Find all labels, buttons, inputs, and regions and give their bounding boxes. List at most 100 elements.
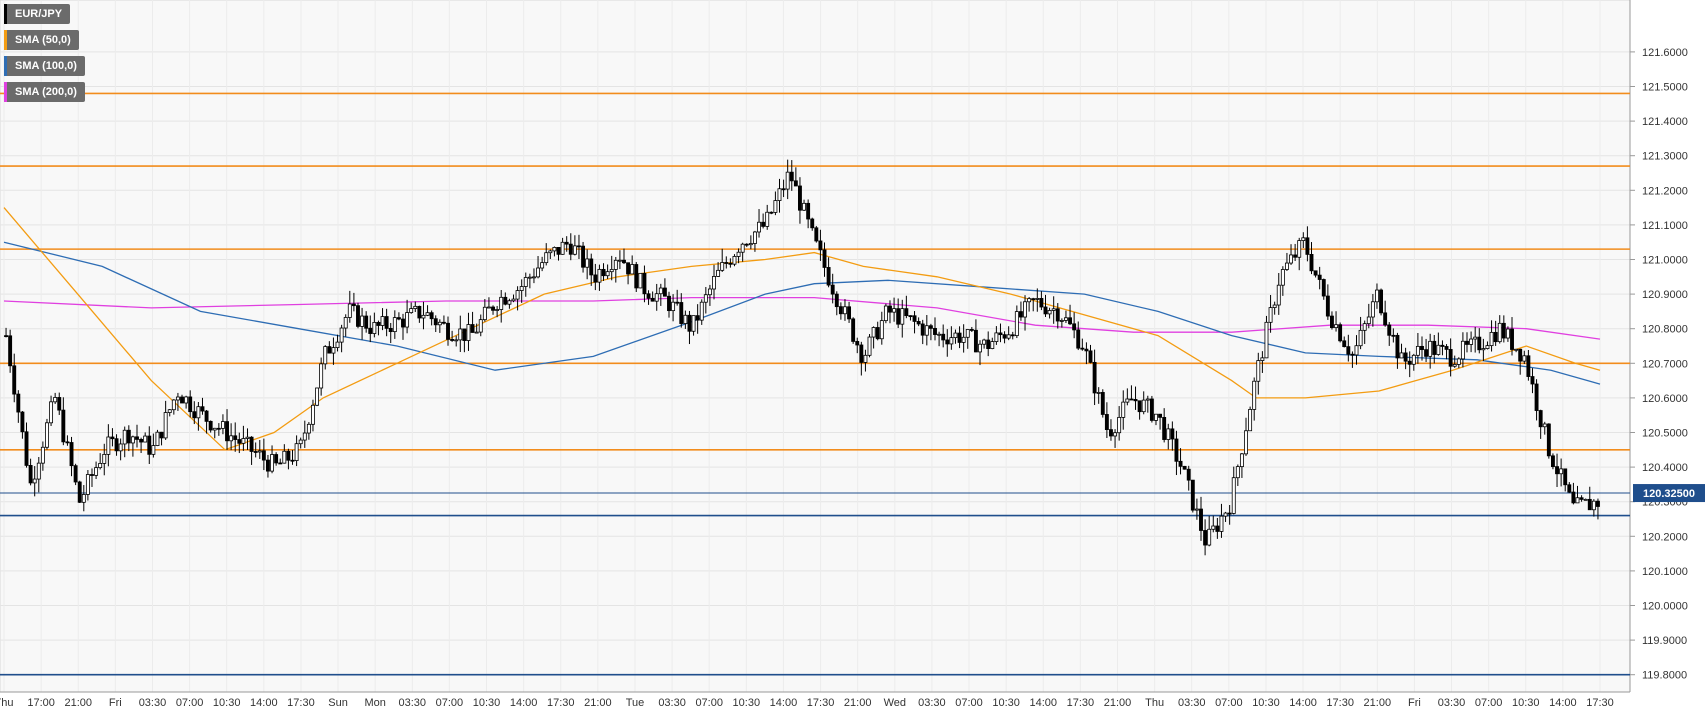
candle-body (388, 327, 393, 333)
candle-body (1456, 358, 1461, 365)
candle-body (110, 436, 115, 440)
candle-body (356, 305, 360, 327)
legend-swatch-sma100 (4, 56, 7, 76)
candle-body (1276, 284, 1281, 306)
candle-body (519, 286, 524, 291)
candle-body (1460, 340, 1465, 360)
candle-body (1219, 515, 1224, 532)
candle-body (892, 308, 897, 313)
candle-body (507, 300, 512, 305)
candle-body (634, 264, 639, 289)
x-tick-label: Sun (328, 697, 348, 709)
candle-body (1493, 331, 1498, 343)
candle-body (437, 321, 442, 326)
candle-body (1154, 413, 1158, 421)
x-tick-label: 07:00 (176, 697, 204, 709)
candle-body (523, 277, 528, 287)
candle-body (28, 465, 33, 484)
candle-body (748, 243, 753, 246)
candle-body (90, 474, 94, 476)
x-tick-label: 14:00 (510, 697, 538, 709)
candle-body (1542, 423, 1547, 428)
candle-body (1415, 345, 1420, 356)
candle-body (540, 262, 545, 269)
candle-body (568, 243, 573, 255)
candle-body (789, 171, 794, 182)
candle-body (1035, 298, 1040, 300)
candle-body (1387, 324, 1392, 336)
y-tick-label: 121.1000 (1642, 220, 1688, 232)
candle-body (1575, 497, 1580, 504)
candle-body (654, 293, 659, 302)
candle-body (888, 305, 892, 313)
candle-body (998, 332, 1003, 336)
candle-body (298, 439, 303, 445)
candle-body (376, 322, 381, 326)
candle-body (85, 474, 90, 495)
candle-body (883, 305, 888, 322)
candle-body (1178, 460, 1183, 467)
candle-body (912, 315, 917, 322)
candle-body (941, 333, 946, 341)
candle-body (1199, 508, 1203, 531)
legend-item-sma100[interactable]: SMA (100,0) (4, 56, 85, 76)
candle-body (249, 436, 254, 452)
candle-body (171, 399, 176, 411)
candle-body (838, 306, 843, 315)
candle-body (1571, 491, 1576, 504)
candle-body (679, 302, 684, 324)
x-tick-label: 14:00 (770, 697, 798, 709)
candle-body (859, 344, 864, 363)
candle-body (626, 262, 631, 275)
candle-body (1158, 413, 1163, 418)
candle-body (1505, 328, 1510, 339)
candle-body (1477, 336, 1482, 351)
candle-body (871, 327, 876, 338)
candle-body (1522, 355, 1527, 362)
x-tick-label: 03:30 (1178, 697, 1206, 709)
candle-body (151, 445, 156, 455)
candle-body (1244, 430, 1248, 455)
candle-body (646, 293, 651, 299)
candle-body (1354, 345, 1359, 356)
candle-body (405, 312, 410, 328)
candle-body (1014, 311, 1019, 337)
candle-body (1280, 269, 1285, 286)
candle-body (740, 243, 745, 253)
candle-body (1473, 336, 1478, 340)
candle-body (413, 305, 418, 309)
candle-body (57, 397, 62, 411)
candle-body (351, 303, 356, 307)
y-tick-label: 120.4000 (1642, 462, 1688, 474)
candle-body (511, 298, 516, 302)
candle-body (830, 284, 835, 295)
candle-body (572, 245, 577, 255)
x-tick-label: 17:30 (807, 697, 835, 709)
x-tick-label: Mon (364, 697, 385, 709)
candle-body (777, 188, 782, 201)
legend-item-sma200[interactable]: SMA (200,0) (4, 82, 85, 102)
legend-label-eurjpy: EUR/JPY (15, 8, 63, 20)
candle-body (294, 443, 299, 461)
legend-swatch-sma50 (4, 30, 7, 50)
candle-body (61, 409, 66, 443)
legend-item-sma50[interactable]: SMA (50,0) (4, 30, 79, 50)
candle-body (1284, 262, 1289, 270)
candle-body (1084, 348, 1089, 352)
candle-body (1436, 344, 1441, 355)
candle-body (707, 288, 712, 296)
candle-body (577, 245, 581, 248)
candle-body (474, 331, 479, 334)
candle-body (650, 297, 655, 302)
candle-body (323, 346, 328, 365)
candle-body (560, 241, 565, 255)
candle-body (1018, 311, 1023, 318)
x-tick-label: 10:30 (473, 697, 501, 709)
x-tick-label: 21:00 (844, 697, 872, 709)
candle-body (1375, 289, 1379, 303)
candle-body (1051, 308, 1056, 311)
legend-item-eurjpy[interactable]: EUR/JPY (4, 4, 71, 24)
candle-body (327, 346, 332, 354)
candle-body (1579, 497, 1584, 500)
current-price-box (1633, 484, 1705, 503)
